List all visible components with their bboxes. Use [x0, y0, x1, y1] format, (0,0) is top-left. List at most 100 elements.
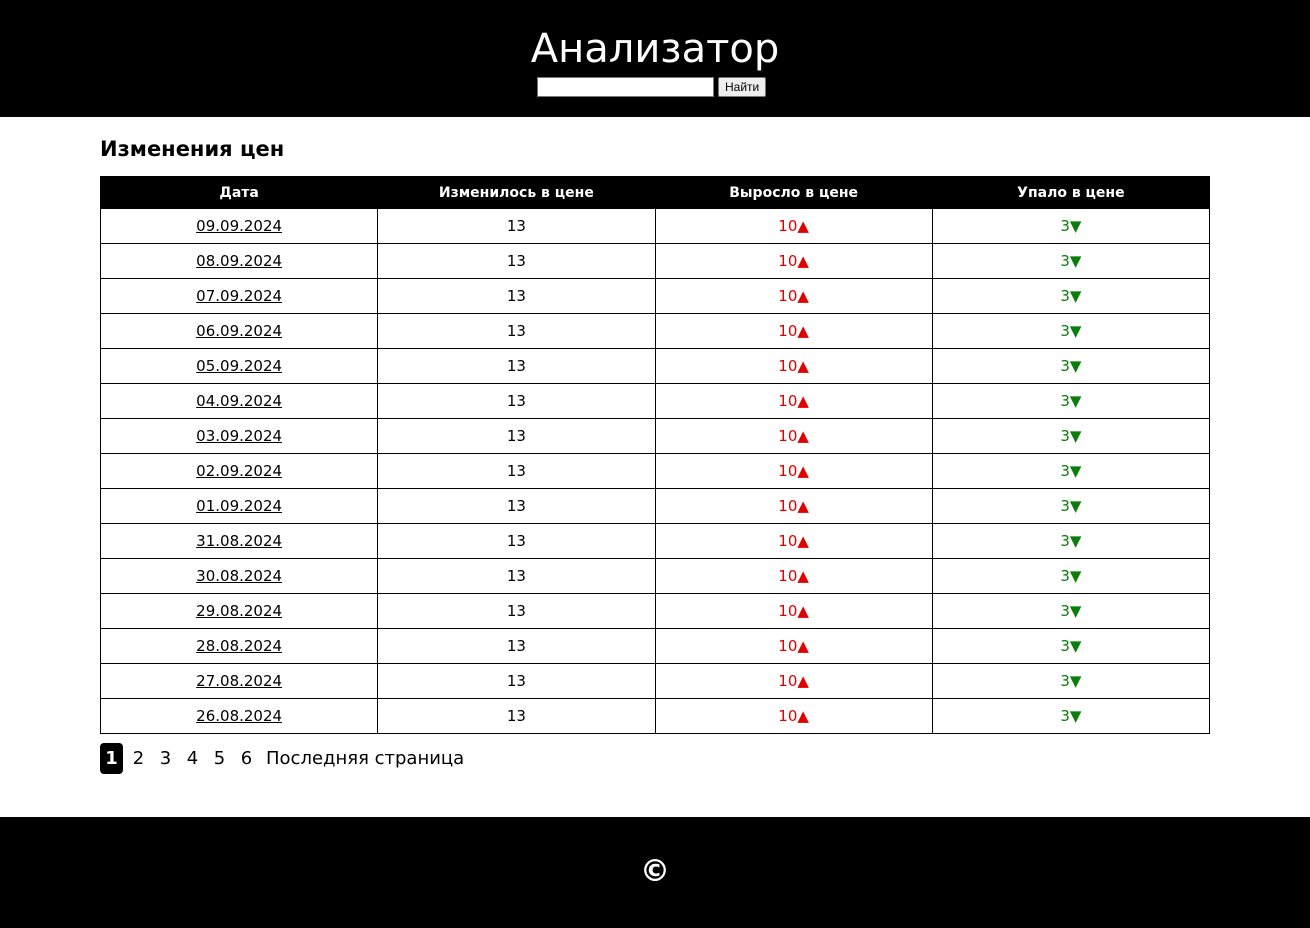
down-arrow-icon: ▼ [1069, 672, 1082, 690]
down-arrow-icon: ▼ [1069, 217, 1082, 235]
search-input[interactable] [537, 77, 714, 97]
table-row: 08.09.2024 13 10▲ 3▼ [99, 243, 1211, 279]
fell-value: 3 [1060, 217, 1070, 235]
date-cell: 06.09.2024 [99, 313, 379, 349]
site-footer: © [0, 817, 1310, 928]
date-link[interactable]: 28.08.2024 [196, 637, 283, 655]
changed-cell: 13 [377, 243, 656, 279]
changed-cell: 13 [377, 488, 656, 524]
changed-cell: 13 [377, 523, 656, 559]
changed-cell: 13 [377, 558, 656, 594]
last-page-link[interactable]: Последняя страница [266, 748, 465, 769]
rose-cell: 10▲ [654, 488, 933, 524]
rose-value: 10 [778, 427, 798, 445]
fell-cell: 3▼ [931, 418, 1211, 454]
date-link[interactable]: 26.08.2024 [196, 707, 283, 725]
table-row: 04.09.2024 13 10▲ 3▼ [99, 383, 1211, 419]
fell-cell: 3▼ [931, 383, 1211, 419]
up-arrow-icon: ▲ [797, 532, 809, 550]
table-header-row: Дата Изменилось в цене Выросло в цене Уп… [99, 176, 1211, 209]
fell-value: 3 [1060, 322, 1070, 340]
rose-value: 10 [778, 672, 798, 690]
date-link[interactable]: 08.09.2024 [196, 252, 283, 270]
fell-cell: 3▼ [931, 593, 1211, 629]
changed-cell: 13 [377, 698, 656, 734]
rose-value: 10 [778, 602, 798, 620]
date-link[interactable]: 31.08.2024 [196, 532, 283, 550]
rose-cell: 10▲ [654, 628, 933, 664]
up-arrow-icon: ▲ [797, 602, 809, 620]
page-link-2[interactable]: 2 [132, 748, 145, 769]
page-link-6[interactable]: 6 [240, 748, 253, 769]
fell-cell: 3▼ [931, 488, 1211, 524]
date-cell: 08.09.2024 [99, 243, 379, 279]
date-link[interactable]: 06.09.2024 [196, 322, 283, 340]
up-arrow-icon: ▲ [797, 707, 809, 725]
rose-value: 10 [778, 357, 798, 375]
fell-value: 3 [1060, 707, 1070, 725]
fell-cell: 3▼ [931, 313, 1211, 349]
rose-value: 10 [778, 637, 798, 655]
site-header: Анализатор Найти [0, 0, 1310, 117]
down-arrow-icon: ▼ [1069, 567, 1082, 585]
date-cell: 05.09.2024 [99, 348, 379, 384]
table-row: 26.08.2024 13 10▲ 3▼ [99, 698, 1211, 734]
fell-cell: 3▼ [931, 243, 1211, 279]
column-header-date: Дата [99, 176, 379, 209]
date-link[interactable]: 29.08.2024 [196, 602, 283, 620]
table-row: 01.09.2024 13 10▲ 3▼ [99, 488, 1211, 524]
page-link-4[interactable]: 4 [186, 748, 199, 769]
fell-value: 3 [1060, 672, 1070, 690]
table-row: 31.08.2024 13 10▲ 3▼ [99, 523, 1211, 559]
fell-value: 3 [1060, 357, 1070, 375]
table-row: 02.09.2024 13 10▲ 3▼ [99, 453, 1211, 489]
rose-value: 10 [778, 497, 798, 515]
fell-value: 3 [1060, 567, 1070, 585]
date-cell: 02.09.2024 [99, 453, 379, 489]
date-link[interactable]: 01.09.2024 [196, 497, 283, 515]
table-row: 28.08.2024 13 10▲ 3▼ [99, 628, 1211, 664]
fell-value: 3 [1060, 427, 1070, 445]
page-link-3[interactable]: 3 [159, 748, 172, 769]
fell-cell: 3▼ [931, 208, 1211, 244]
date-link[interactable]: 27.08.2024 [196, 672, 283, 690]
changed-cell: 13 [377, 313, 656, 349]
down-arrow-icon: ▼ [1069, 322, 1082, 340]
changed-cell: 13 [377, 663, 656, 699]
date-link[interactable]: 03.09.2024 [196, 427, 283, 445]
rose-cell: 10▲ [654, 208, 933, 244]
date-link[interactable]: 07.09.2024 [196, 287, 283, 305]
date-link[interactable]: 05.09.2024 [196, 357, 283, 375]
fell-cell: 3▼ [931, 698, 1211, 734]
up-arrow-icon: ▲ [797, 672, 809, 690]
fell-cell: 3▼ [931, 663, 1211, 699]
down-arrow-icon: ▼ [1069, 532, 1082, 550]
rose-value: 10 [778, 567, 798, 585]
date-cell: 07.09.2024 [99, 278, 379, 314]
site-title: Анализатор [530, 26, 780, 72]
table-row: 06.09.2024 13 10▲ 3▼ [99, 313, 1211, 349]
date-link[interactable]: 04.09.2024 [196, 392, 283, 410]
fell-cell: 3▼ [931, 628, 1211, 664]
page-link-5[interactable]: 5 [213, 748, 226, 769]
rose-cell: 10▲ [654, 418, 933, 454]
changed-cell: 13 [377, 628, 656, 664]
column-header-fell: Упало в цене [931, 176, 1211, 209]
rose-value: 10 [778, 532, 798, 550]
date-link[interactable]: 09.09.2024 [196, 217, 283, 235]
rose-value: 10 [778, 462, 798, 480]
date-cell: 04.09.2024 [99, 383, 379, 419]
date-link[interactable]: 02.09.2024 [196, 462, 283, 480]
page-link-1[interactable]: 1 [100, 743, 123, 774]
rose-cell: 10▲ [654, 663, 933, 699]
rose-cell: 10▲ [654, 453, 933, 489]
date-link[interactable]: 30.08.2024 [196, 567, 283, 585]
search-button[interactable]: Найти [718, 77, 767, 97]
down-arrow-icon: ▼ [1069, 357, 1082, 375]
date-cell: 27.08.2024 [99, 663, 379, 699]
rose-cell: 10▲ [654, 383, 933, 419]
rose-cell: 10▲ [654, 243, 933, 279]
up-arrow-icon: ▲ [797, 357, 809, 375]
column-header-changed: Изменилось в цене [377, 176, 656, 209]
up-arrow-icon: ▲ [797, 217, 809, 235]
